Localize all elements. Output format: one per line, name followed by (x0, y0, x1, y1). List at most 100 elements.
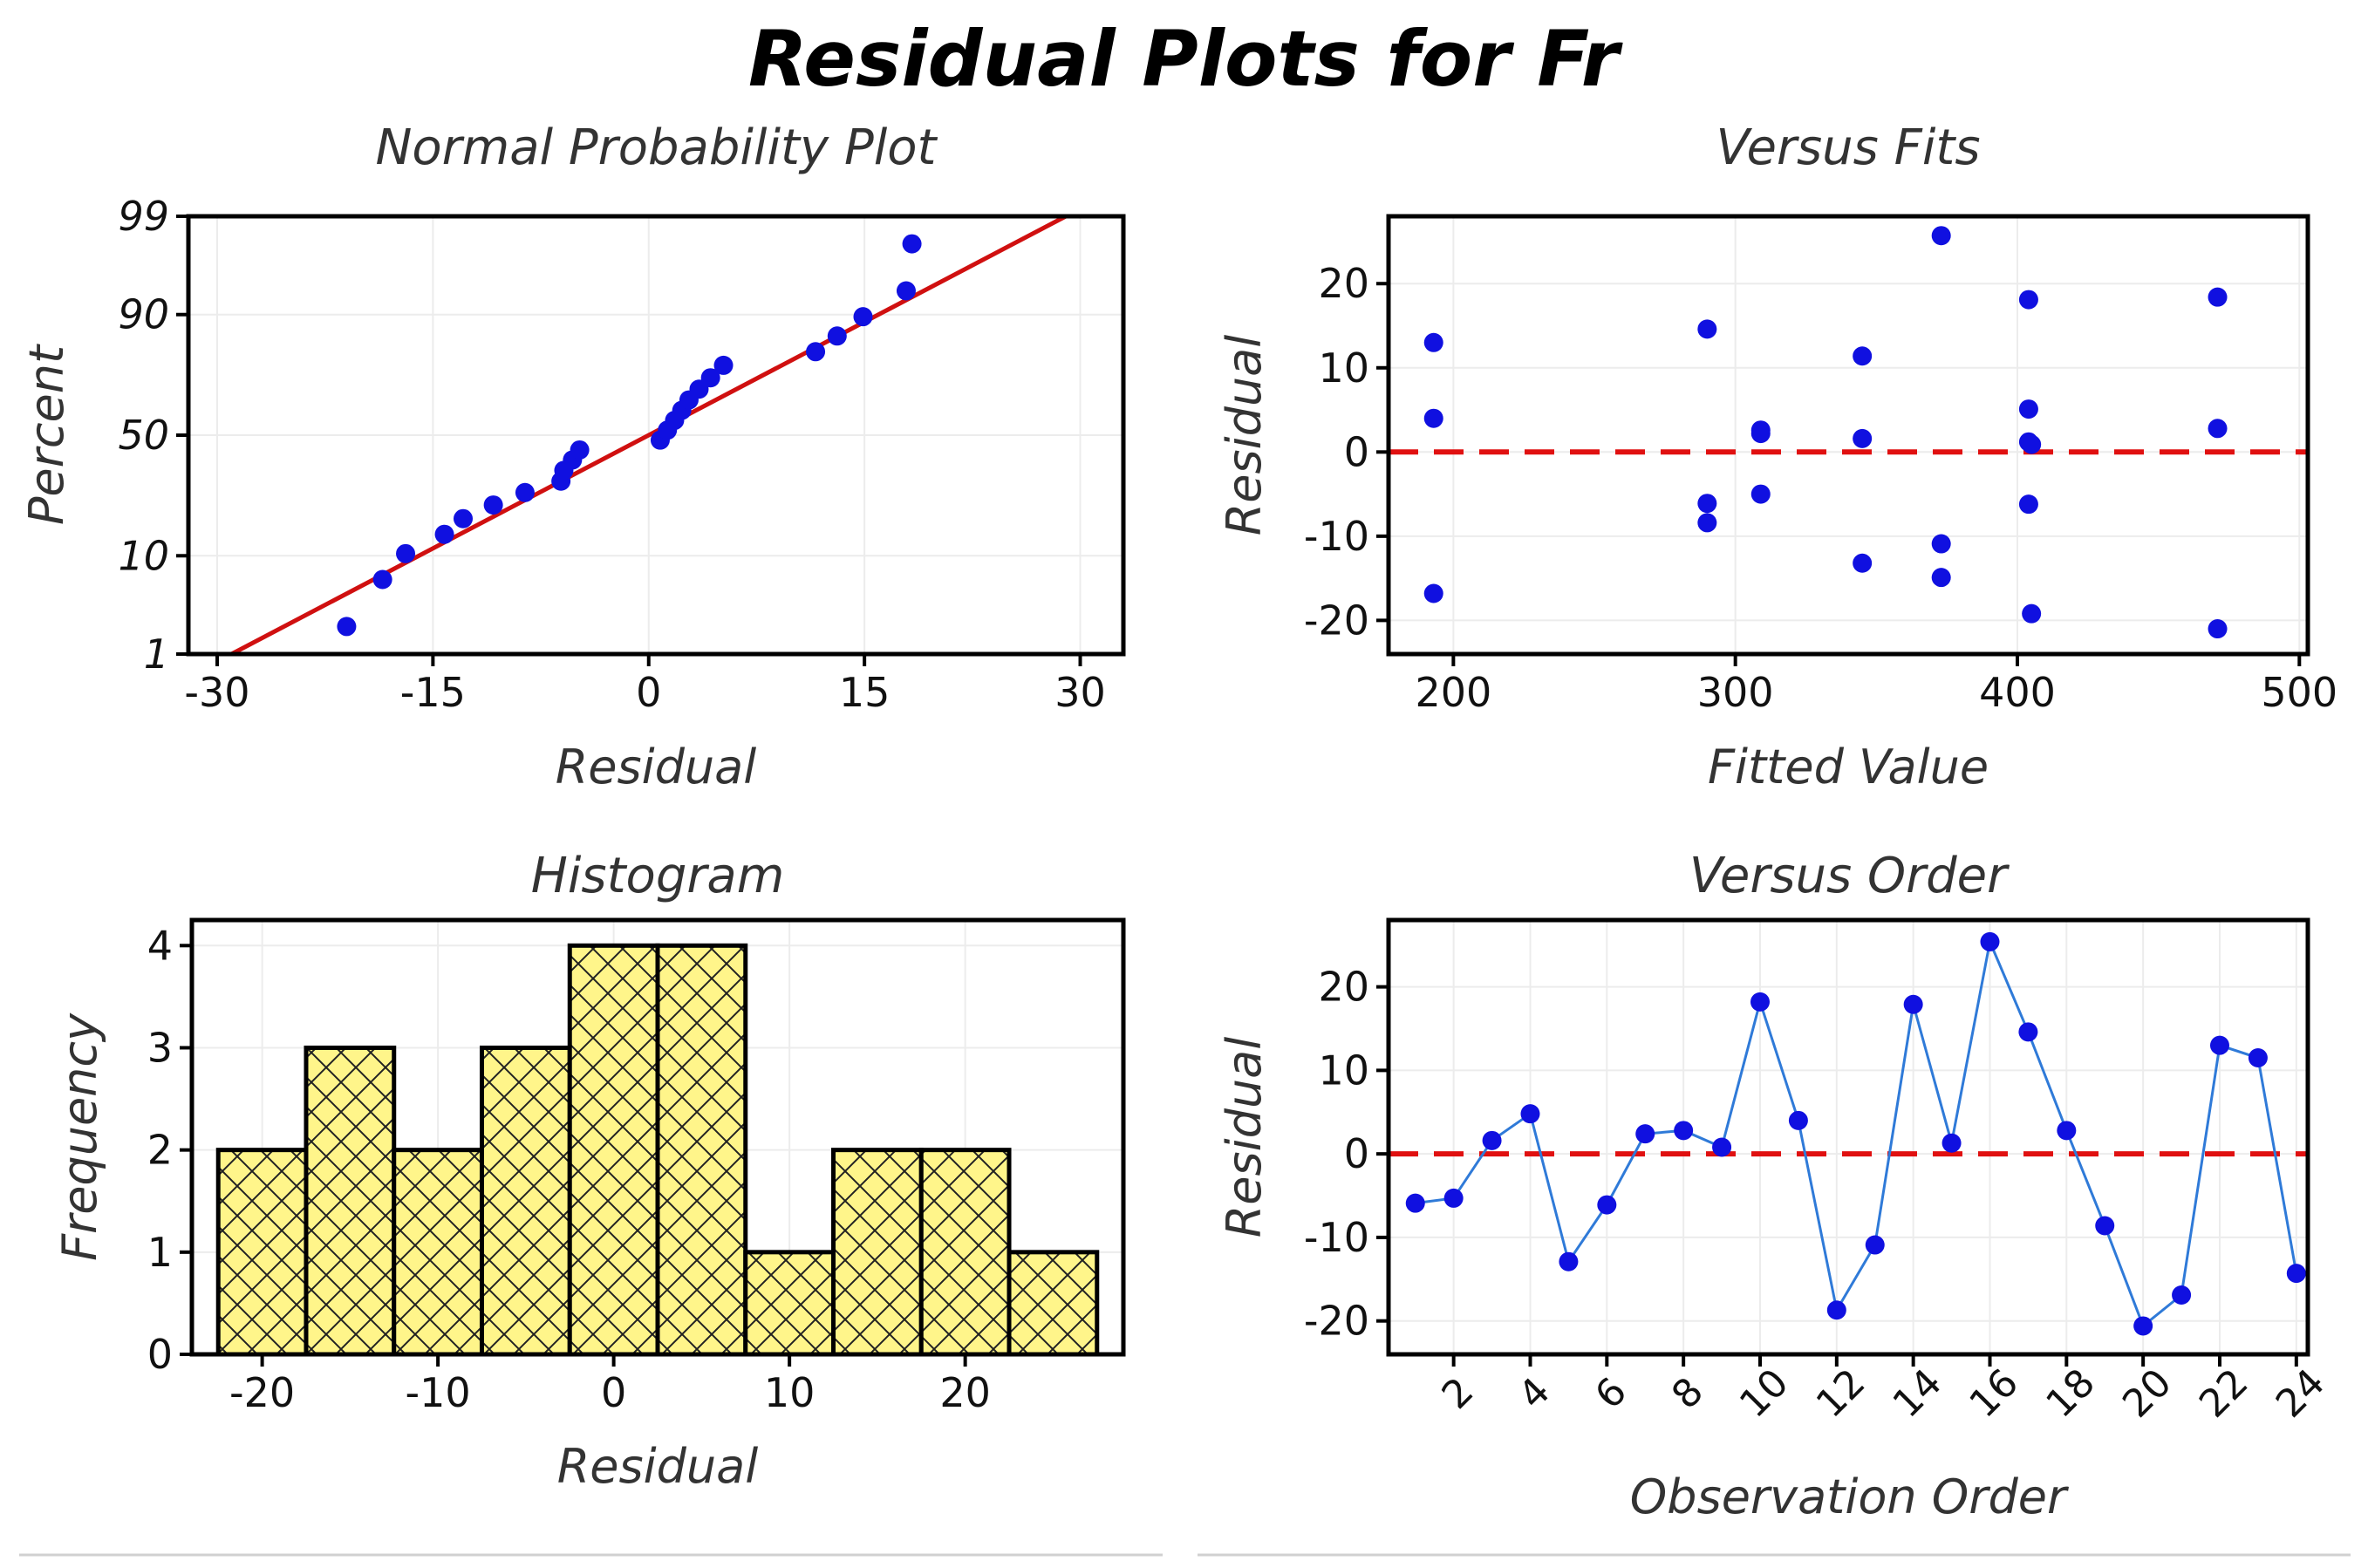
data-point (1697, 513, 1717, 533)
y-tick-label: 10 (118, 532, 169, 579)
x-tick-label: 0 (601, 1369, 626, 1416)
y-tick-label: -10 (1304, 513, 1369, 560)
data-point (1750, 424, 1771, 444)
x-tick-label: 18 (2037, 1360, 2104, 1427)
x-tick-label: 10 (764, 1369, 815, 1416)
data-point (2022, 603, 2042, 624)
data-point (1750, 484, 1771, 504)
x-tick-label: -10 (406, 1369, 471, 1416)
data-point (1980, 931, 2000, 951)
data-point (2208, 287, 2228, 307)
y-tick-label: 0 (1344, 428, 1369, 475)
y-tick-label: 99 (118, 193, 169, 240)
x-tick-label: 15 (839, 669, 891, 716)
data-point (2248, 1048, 2268, 1068)
x-tick-label: 300 (1697, 669, 1774, 716)
y-tick-label: 4 (147, 922, 173, 969)
data-point (1941, 1133, 1962, 1153)
x-tick-label: 10 (1731, 1360, 1798, 1427)
histogram-bar (392, 1148, 484, 1354)
data-point (1697, 319, 1717, 339)
plot-area-normal-probability (230, 216, 1068, 654)
x-tick-label: 200 (1415, 669, 1491, 716)
histogram-bar (304, 1045, 397, 1354)
y-tick-label: 1 (147, 1229, 173, 1276)
data-point (2208, 419, 2228, 439)
data-point (2208, 619, 2228, 639)
y-tick-label: 0 (1344, 1130, 1369, 1177)
y-tick-label: 50 (118, 412, 169, 459)
y-tick-label: 2 (147, 1127, 173, 1174)
chart-panel-versus-fits: Versus Fits 200 300 400 500 -20 -10 0 10 20 Fitted… (1217, 119, 2337, 794)
chart-panel-normal-probability: Normal Probability Plot -30 -15 0 15 30 1 10 50 9… (19, 119, 1126, 794)
plot-frame (1386, 917, 2310, 1357)
data-point (396, 543, 416, 563)
data-point (1697, 494, 1717, 514)
y-tick-label: 20 (1318, 964, 1369, 1011)
data-point (1931, 534, 1951, 554)
panel-title-versus-order: Versus Order (1689, 848, 2010, 904)
data-point (2022, 434, 2042, 454)
histogram-bar (655, 943, 748, 1354)
y-axis-label: Residual (1217, 335, 1272, 535)
panel-title-normal-probability: Normal Probability Plot (376, 119, 938, 176)
y-tick-label: 10 (1318, 344, 1369, 392)
histogram-bar (918, 1148, 1012, 1354)
x-axis-label: Fitted Value (1708, 740, 1989, 794)
data-point (1405, 1193, 1425, 1213)
data-point (1674, 1121, 1694, 1141)
data-point (1853, 346, 1873, 366)
figure-title: Residual Plots for Fr (748, 14, 1623, 104)
data-point (570, 440, 590, 460)
plot-area-versus-order (1389, 931, 2308, 1336)
data-point (1853, 428, 1873, 448)
x-tick-label: 16 (1961, 1360, 2027, 1427)
histogram-bar (831, 1148, 924, 1354)
data-point (1931, 226, 1951, 246)
data-point (1482, 1130, 1502, 1150)
x-tick-label: 0 (636, 669, 661, 716)
x-tick-label: 30 (1054, 669, 1106, 716)
data-point (483, 495, 503, 515)
data-point (1597, 1195, 1617, 1215)
data-point (515, 482, 535, 502)
y-axis-label: Residual (1217, 1037, 1272, 1237)
plot-area-histogram (215, 943, 1100, 1354)
x-tick-label: -20 (229, 1369, 295, 1416)
data-point (2018, 1022, 2038, 1042)
data-point (1423, 583, 1443, 603)
data-point (827, 326, 847, 346)
panel-title-versus-fits: Versus Fits (1716, 119, 1980, 176)
data-point (2172, 1285, 2192, 1306)
histogram-bar (567, 943, 660, 1354)
data-point (2018, 494, 2038, 515)
data-point (1423, 408, 1443, 428)
data-point (1865, 1235, 1885, 1255)
x-tick-label: -30 (184, 669, 249, 716)
data-point (1443, 1188, 1464, 1208)
residual-order-line (1415, 937, 2298, 1328)
x-tick-label: 500 (2261, 669, 2337, 716)
x-axis-label: Residual (557, 1439, 758, 1494)
plot-frame (1386, 214, 2310, 657)
plot-area-versus-fits (1389, 226, 2308, 639)
data-point (2133, 1316, 2153, 1336)
data-point (2209, 1035, 2229, 1055)
data-point (454, 508, 474, 528)
data-point (853, 307, 873, 327)
x-tick-label: 6 (1587, 1369, 1635, 1418)
y-tick-label: -10 (1304, 1214, 1369, 1261)
data-point (2018, 290, 2038, 310)
y-tick-label: 90 (118, 291, 169, 338)
panel-title-histogram: Histogram (531, 848, 785, 904)
data-point (1423, 332, 1443, 352)
data-point (1931, 568, 1951, 588)
data-point (2095, 1216, 2115, 1236)
data-point (902, 234, 922, 254)
data-point (1853, 553, 1873, 573)
y-axis-label: Percent (19, 344, 74, 525)
data-point (1712, 1137, 1732, 1157)
x-axis-label: Residual (556, 740, 756, 794)
histogram-bar (215, 1148, 309, 1354)
